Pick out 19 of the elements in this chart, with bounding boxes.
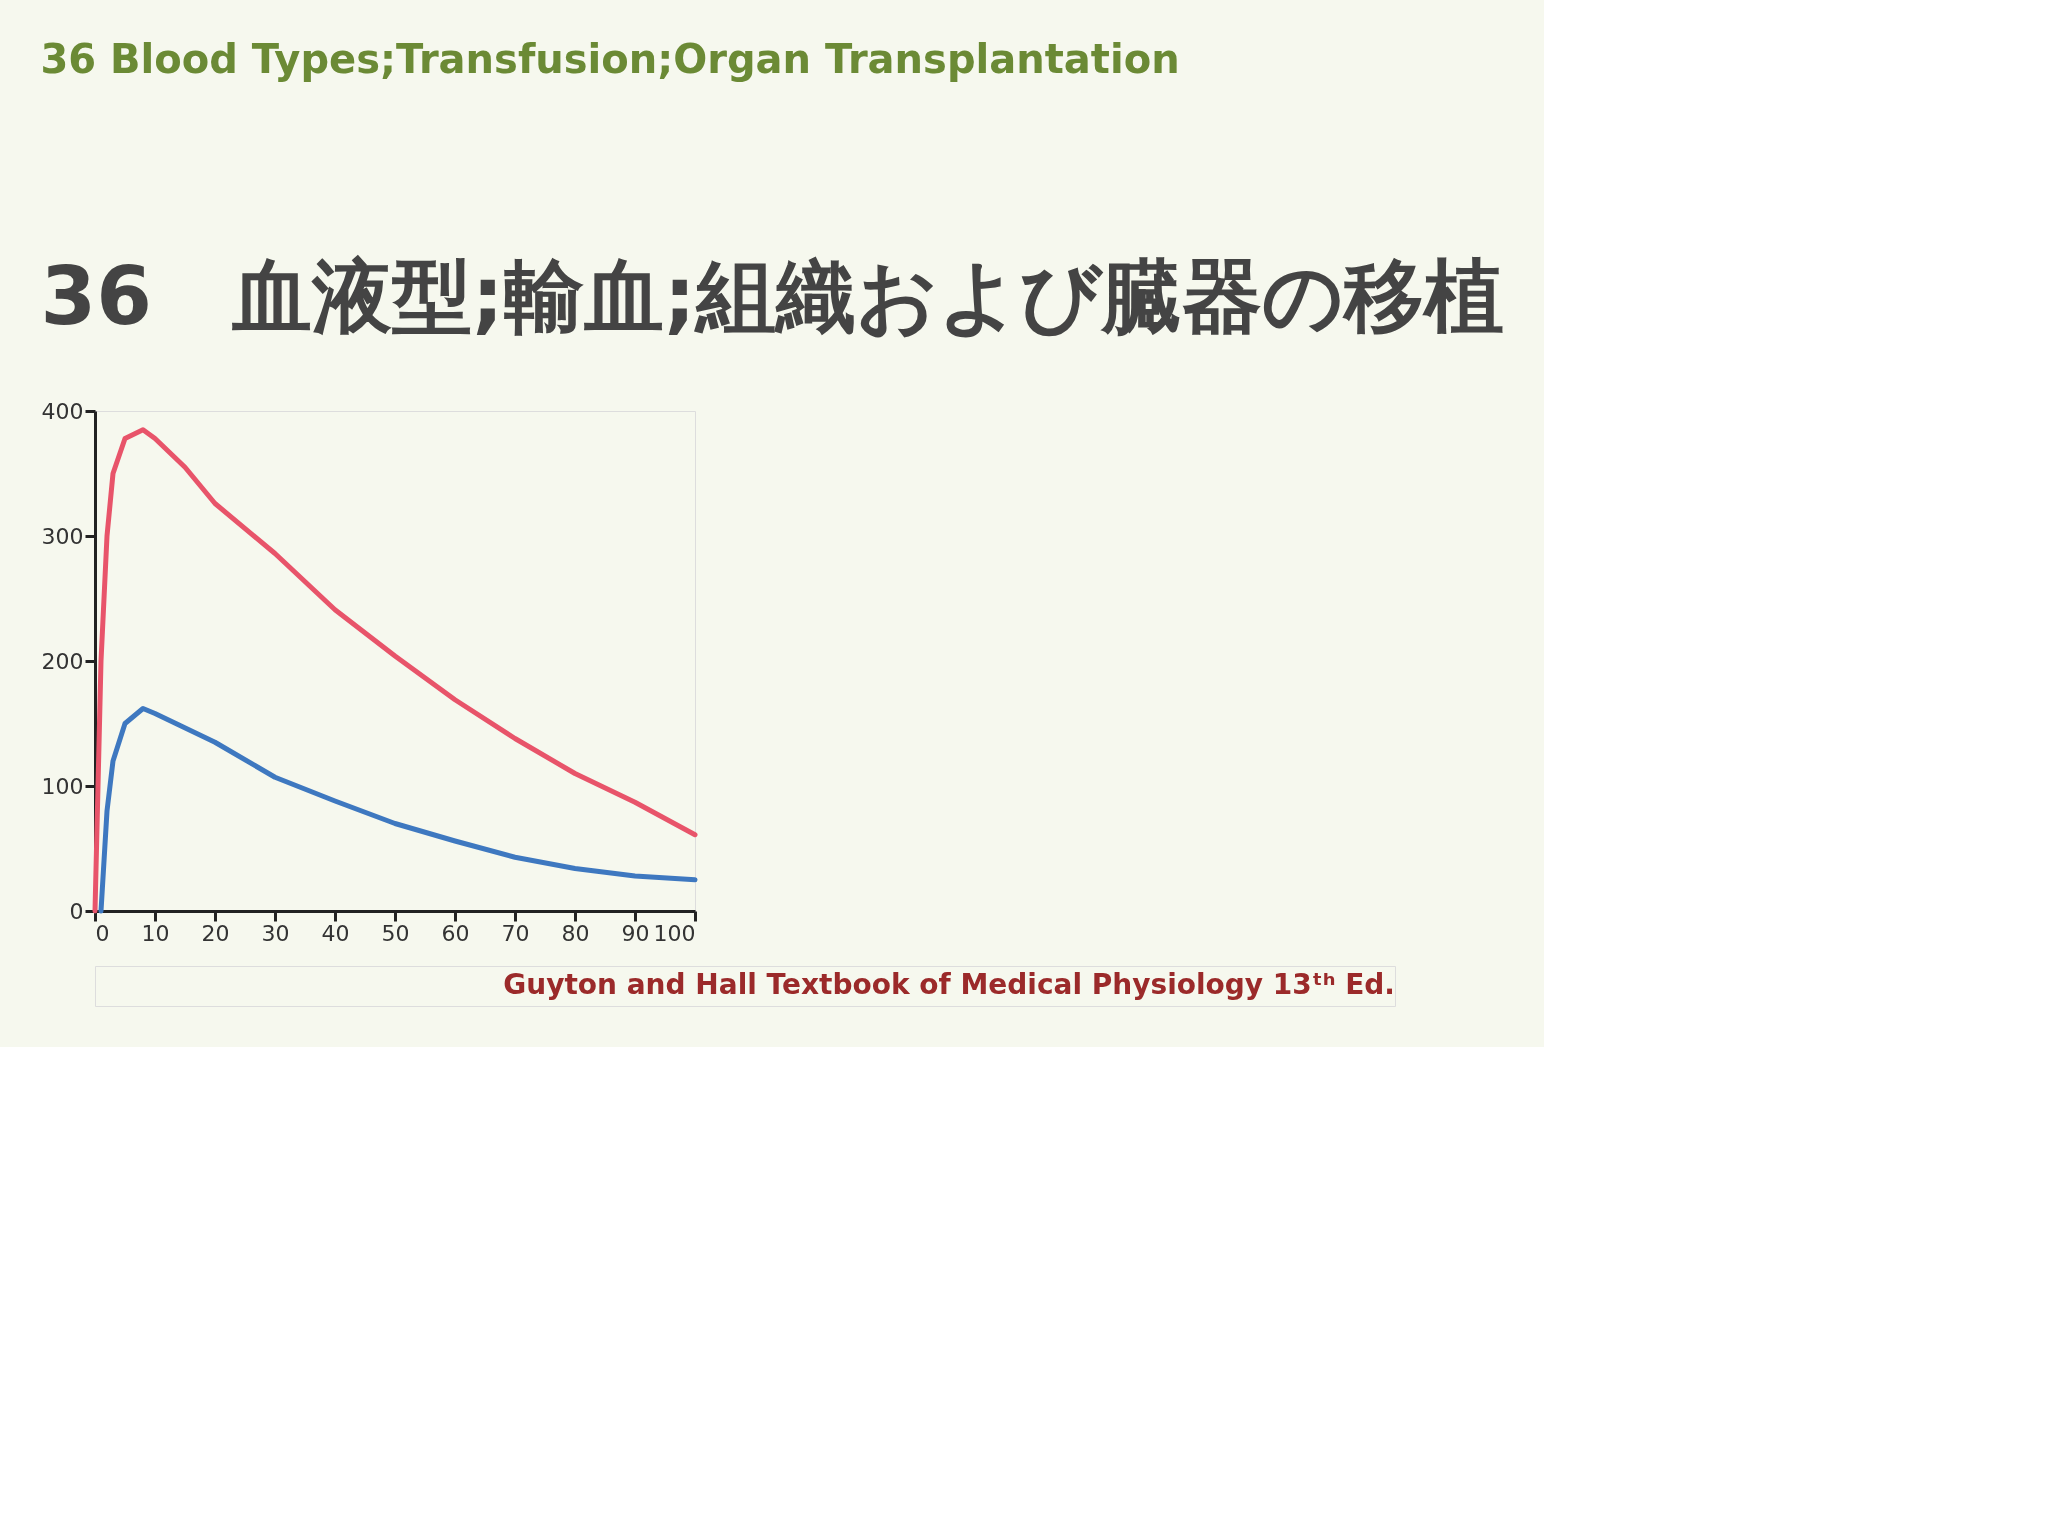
x-tick-label: 0 <box>95 920 110 946</box>
x-tick-label: 30 <box>261 920 290 946</box>
y-tick-label: 0 <box>69 898 84 924</box>
text: Guyton and Hall Textbook of Medical Physiology 13ᵗʰ Ed. <box>503 968 1395 1001</box>
x-tick-label: 80 <box>561 920 590 946</box>
x-tick-label: 100 <box>653 920 696 946</box>
y-tick-label: 100 <box>41 773 84 799</box>
x-tick-label: 50 <box>381 920 410 946</box>
y-tick-label: 200 <box>41 648 84 674</box>
x-tick-label: 60 <box>441 920 470 946</box>
x-tick-label: 70 <box>501 920 530 946</box>
x-tick-label: 90 <box>621 920 650 946</box>
chart-subtitle: 36 血液型;輸血;組織および臓器の移植 <box>40 249 1504 343</box>
x-tick-label: 20 <box>201 920 230 946</box>
y-tick-label: 400 <box>41 398 84 424</box>
x-tick-label: 10 <box>141 920 170 946</box>
x-tick-label: 40 <box>321 920 350 946</box>
y-tick-label: 300 <box>41 523 84 549</box>
chart-title: 36 Blood Types;Transfusion;Organ Transplantation <box>40 35 1180 82</box>
